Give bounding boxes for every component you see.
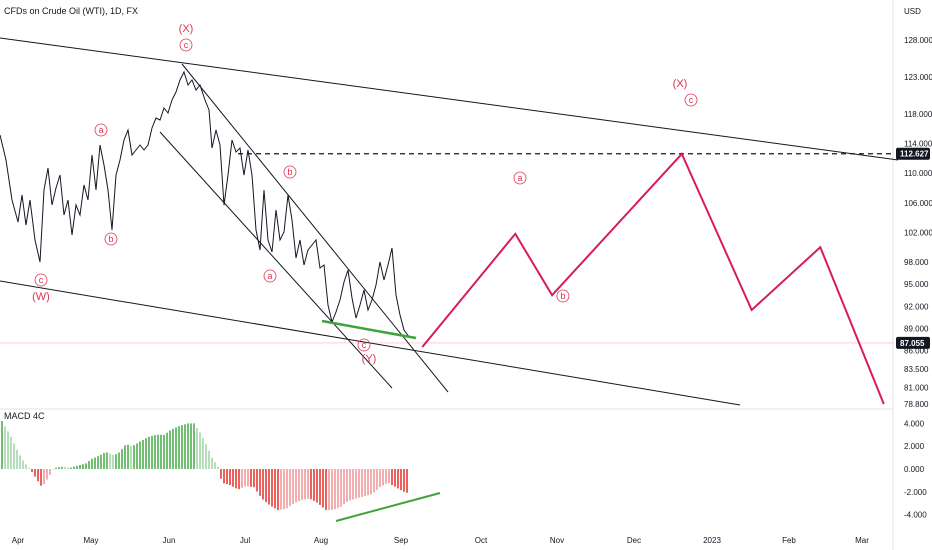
wave-label-circle [94,123,108,137]
macd-tick-label: 4.000 [904,419,925,428]
price-tick-label: 81.000 [904,384,929,393]
macd-histogram [1,421,408,510]
wave-label: b [287,167,292,177]
wave-label: b [108,234,113,244]
falling-channel-lower [159,131,393,389]
wave-label: (Y) [362,353,377,365]
wave-label: (X) [179,23,194,35]
currency-label: USD [904,7,921,16]
time-tick-label: Aug [314,536,328,545]
wave-label-circle [263,269,277,283]
wave-label-circle [104,232,118,246]
wave-label: (W) [32,291,50,303]
wave-label-circle [179,38,193,52]
falling-channel-upper [181,63,449,393]
wave-label: a [517,173,522,183]
time-tick-label: Feb [782,536,796,545]
price-badge-label: 87.055 [900,339,925,348]
time-axis: Apr May Jun Jul Aug Sep Oct Nov Dec 2023 Feb Mar [12,536,869,545]
price-badge-bg [896,336,930,349]
wave-label: a [267,271,272,281]
price-tick-label: 86.000 [904,347,929,356]
time-tick-label: Sep [394,536,409,545]
price-tick-label: 118.000 [904,110,932,119]
price-tick-label: 83.500 [904,365,929,374]
price-tick-label: 78.800 [904,400,929,409]
price-tick-label: 92.000 [904,302,929,311]
chart-title: CFDs on Crude Oil (WTI), 1D, FX [4,6,139,16]
wave-label-circle [556,289,570,303]
upper-channel-line [0,37,899,161]
time-tick-label: May [83,536,98,545]
price-badge-bg [896,147,930,160]
wave-label: c [689,95,694,105]
wave-label: b [560,291,565,301]
wave-label: a [98,125,103,135]
time-tick-label: Mar [855,536,869,545]
price-tick-label: 102.000 [904,228,932,237]
price-tick-label: 114.000 [904,140,932,149]
projection-line [421,152,885,405]
price-badge-label: 112.627 [900,150,929,159]
macd-tick-label: -2.000 [904,488,927,497]
price-line [0,70,411,339]
macd-title: MACD 4C [4,411,45,421]
price-tick-label: 110.000 [904,169,932,178]
price-tick-label: 95.000 [904,280,929,289]
wave-label: c [184,40,189,50]
wave-label-circle [283,165,297,179]
time-tick-label: Dec [627,536,641,545]
price-axis: USD 128.000 123.000 118.000 114.000 110.000 10… [896,7,932,409]
price-tick-label: 123.000 [904,73,932,82]
wave-label: c [362,340,367,350]
time-tick-label: Apr [12,536,25,545]
macd-tick-label: 0.000 [904,465,925,474]
time-tick-label: 2023 [703,536,721,545]
price-tick-label: 128.000 [904,36,932,45]
support-line-price [321,319,417,340]
wave-label-circle [34,273,48,287]
macd-tick-label: 2.000 [904,442,925,451]
price-tick-label: 106.000 [904,199,932,208]
wave-label-circle [357,338,371,352]
time-tick-label: Jun [163,536,176,545]
wave-label: (X) [673,78,688,90]
trendlines [0,37,899,406]
wave-label-circle [513,171,527,185]
macd-axis: 4.000 2.000 0.000 -2.000 -4.000 [904,419,927,519]
time-tick-label: Oct [475,536,488,545]
time-tick-label: Nov [550,536,564,545]
wave-label: c [39,275,44,285]
price-tick-label: 98.000 [904,258,929,267]
wave-label-circle [684,93,698,107]
macd-tick-label: -4.000 [904,511,927,520]
support-line-macd [335,492,441,522]
price-tick-label: 89.000 [904,325,929,334]
time-tick-label: Jul [240,536,250,545]
